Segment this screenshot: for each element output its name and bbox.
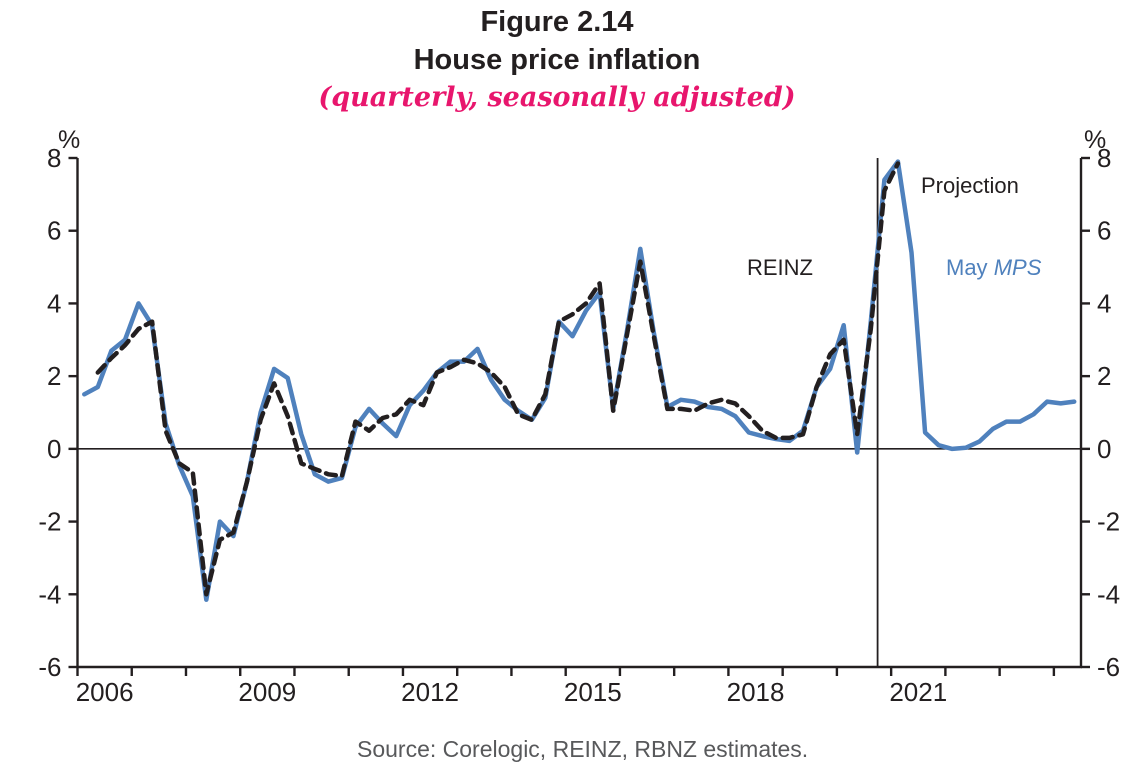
figure-caption: (quarterly, seasonally adjusted) [318, 82, 796, 113]
y-tick-label-left: 8 [47, 143, 61, 173]
y-tick-label-right: 8 [1097, 143, 1111, 173]
projection-label: Projection [921, 173, 1019, 198]
x-tick-label: 2012 [401, 677, 459, 707]
figure-number: Figure 2.14 [480, 6, 634, 38]
y-tick-label-left: 0 [47, 434, 61, 464]
y-tick-label-right: -6 [1097, 652, 1120, 682]
mps-text: MPS [993, 255, 1042, 280]
y-axis-unit-right: % [1084, 126, 1107, 154]
y-tick-label-right: 0 [1097, 434, 1111, 464]
x-tick-label: 2021 [889, 677, 947, 707]
y-tick-label-right: 6 [1097, 216, 1111, 246]
x-tick-label: 2018 [727, 677, 785, 707]
y-tick-label-left: 2 [47, 361, 61, 391]
y-tick-label-left: 4 [47, 288, 61, 318]
y-tick-label-left: -2 [38, 507, 61, 537]
x-tick-label: 2006 [76, 677, 134, 707]
y-tick-label-left: -6 [38, 652, 61, 682]
may-text: May [946, 255, 994, 280]
y-tick-label-right: -2 [1097, 507, 1120, 537]
y-tick-label-right: -4 [1097, 579, 1120, 609]
series-label-may-mps: May MPS [946, 255, 1041, 281]
y-tick-label-left: 6 [47, 216, 61, 246]
x-tick-label: 2015 [564, 677, 622, 707]
y-tick-label-right: 2 [1097, 361, 1111, 391]
series-line-reinz [95, 161, 901, 597]
y-axis-unit-left: % [58, 126, 81, 154]
source-note: Source: Corelogic, REINZ, RBNZ estimates… [357, 736, 809, 762]
y-tick-label-left: -4 [38, 579, 61, 609]
figure-title: House price inflation [413, 44, 701, 76]
series-label-reinz: REINZ [747, 255, 813, 280]
x-tick-label: 2009 [238, 677, 296, 707]
y-tick-label-right: 4 [1097, 288, 1111, 318]
